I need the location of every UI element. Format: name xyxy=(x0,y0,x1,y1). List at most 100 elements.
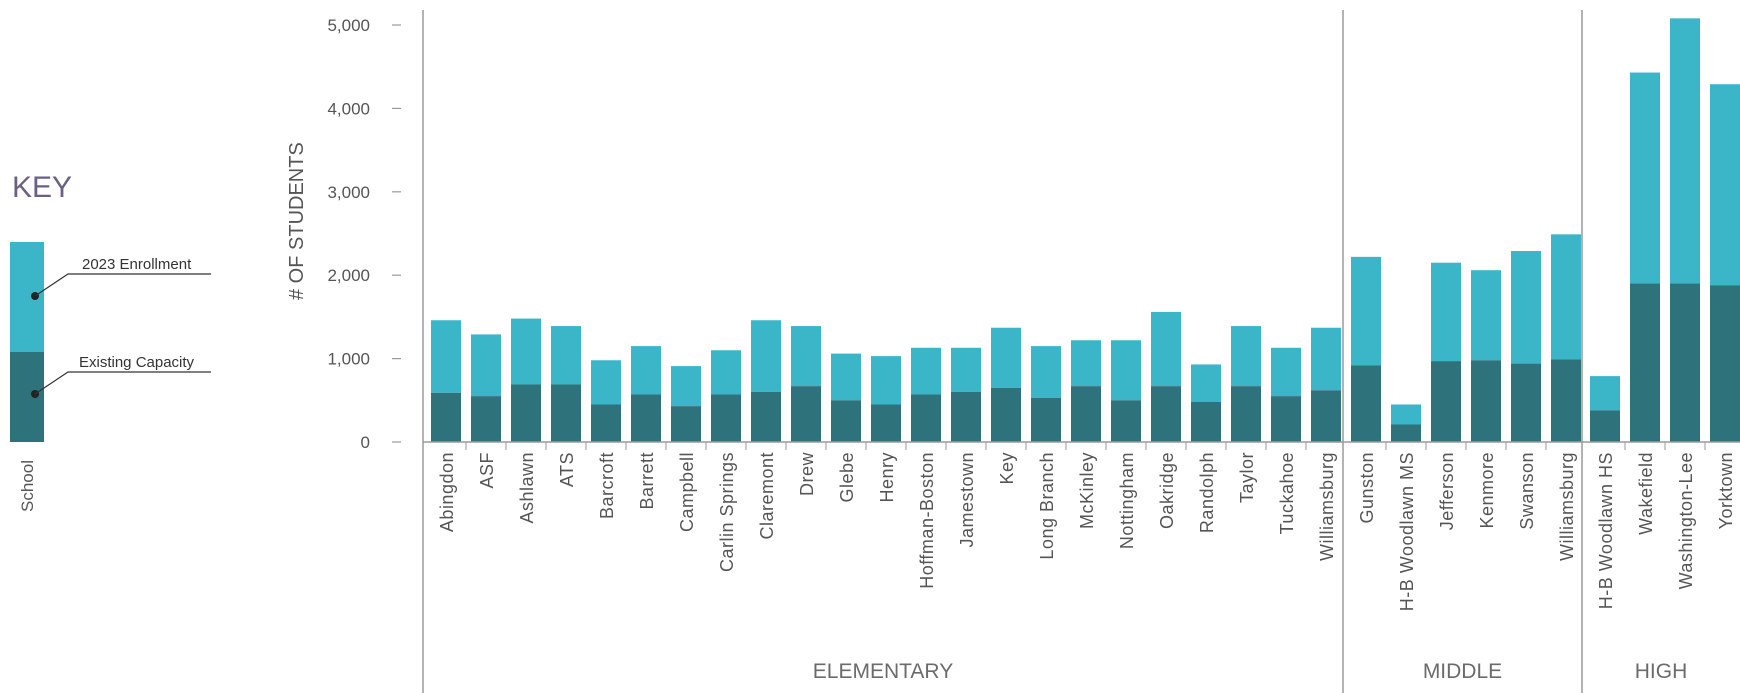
group-label: HIGH xyxy=(1635,660,1688,683)
y-tick-label: 4,000 xyxy=(327,99,370,118)
key-capacity-swatch xyxy=(10,352,44,442)
axis-lines xyxy=(422,10,1740,693)
x-tick-label: Oakridge xyxy=(1157,452,1177,529)
bar-capacity xyxy=(831,400,861,442)
y-tick-label: 2,000 xyxy=(327,266,370,285)
bar-capacity xyxy=(1551,359,1581,442)
x-tick-label: ASF xyxy=(477,452,497,489)
bar-capacity xyxy=(1271,396,1301,442)
key-enrollment-swatch xyxy=(10,242,44,352)
bar-enrollment xyxy=(511,318,541,385)
bar-capacity xyxy=(791,386,821,442)
bar-capacity xyxy=(1111,400,1141,442)
x-tick-label: Randolph xyxy=(1197,452,1217,533)
x-tick-label: Jamestown xyxy=(957,452,977,548)
x-tick-label: Wakefield xyxy=(1636,452,1656,535)
group-labels: ELEMENTARY MIDDLE HIGH xyxy=(813,660,1687,683)
bar-capacity xyxy=(911,394,941,442)
bar-enrollment xyxy=(1071,340,1101,387)
key-capacity-leader xyxy=(34,371,211,395)
x-tick-label: Washington-Lee xyxy=(1676,452,1696,589)
bar-enrollment xyxy=(1031,346,1061,398)
bar-capacity xyxy=(1670,283,1700,442)
key-capacity-label: Existing Capacity xyxy=(79,354,195,371)
bar-capacity xyxy=(1031,397,1061,442)
bar-capacity xyxy=(1471,360,1501,442)
bar-enrollment xyxy=(1311,327,1341,391)
bar-enrollment xyxy=(1151,311,1181,387)
bars-layer xyxy=(431,18,1740,450)
bar-capacity xyxy=(1511,363,1541,442)
bar-enrollment xyxy=(951,347,981,392)
x-tick-label: Yorktown xyxy=(1716,452,1736,529)
bar-enrollment xyxy=(1191,364,1221,402)
x-tick-label: Kenmore xyxy=(1477,452,1497,529)
bar-enrollment xyxy=(431,320,461,393)
bar-enrollment xyxy=(471,334,501,397)
bar-enrollment xyxy=(1511,251,1541,364)
bar-capacity xyxy=(1231,386,1261,442)
key-title: KEY xyxy=(12,171,72,204)
bar-capacity xyxy=(871,404,901,442)
x-tick-label: Henry xyxy=(877,452,897,503)
bar-enrollment xyxy=(751,320,781,392)
y-tick-label: 3,000 xyxy=(327,183,370,202)
bar-enrollment xyxy=(591,360,621,405)
group-label: MIDDLE xyxy=(1423,660,1502,683)
bar-enrollment xyxy=(1630,72,1660,284)
y-tick-label: 5,000 xyxy=(327,16,370,35)
x-tick-label: Abingdon xyxy=(437,452,457,532)
bar-capacity xyxy=(671,406,701,442)
bar-capacity xyxy=(631,394,661,442)
bar-enrollment xyxy=(831,353,861,401)
bar-capacity xyxy=(1391,424,1421,442)
bar-enrollment xyxy=(1431,262,1461,362)
bar-capacity xyxy=(951,391,981,442)
bar-enrollment xyxy=(551,326,581,385)
y-tick-label: 1,000 xyxy=(327,350,370,369)
key-enrollment-label: 2023 Enrollment xyxy=(82,256,192,273)
x-tick-label: Hoffman-Boston xyxy=(917,452,937,589)
key-school-label: School xyxy=(18,460,37,512)
bar-capacity xyxy=(1191,401,1221,442)
x-tick-label: McKinley xyxy=(1077,452,1097,529)
bar-capacity xyxy=(1630,283,1660,442)
bar-enrollment xyxy=(631,346,661,395)
x-tick-label: Carlin Springs xyxy=(717,452,737,572)
y-tick-label: 0 xyxy=(361,433,370,452)
x-tick-label: Key xyxy=(997,452,1017,485)
bar-enrollment xyxy=(991,327,1021,388)
bar-capacity xyxy=(471,396,501,442)
x-tick-label: Glebe xyxy=(837,452,857,503)
x-tick-label: Williamsburg xyxy=(1317,452,1337,561)
x-tick-label: Long Branch xyxy=(1037,452,1057,560)
x-tick-label: Drew xyxy=(797,452,817,497)
bar-capacity xyxy=(591,404,621,442)
bar-capacity xyxy=(1311,390,1341,442)
bar-enrollment xyxy=(711,350,741,395)
category-labels: Abingdon ASF Ashlawn ATS Barcroft Barrett Camp… xyxy=(437,452,1736,612)
bar-enrollment xyxy=(1271,347,1301,397)
bar-enrollment xyxy=(911,347,941,395)
x-tick-label: Gunston xyxy=(1357,452,1377,524)
x-tick-label: Campbell xyxy=(677,452,697,532)
bar-enrollment xyxy=(1351,256,1381,366)
x-tick-label: Swanson xyxy=(1517,452,1537,530)
bar-capacity xyxy=(1151,386,1181,442)
bar-capacity xyxy=(1351,365,1381,442)
bar-capacity xyxy=(1710,285,1740,442)
x-tick-label: Claremont xyxy=(757,452,777,540)
y-axis-title: # OF STUDENTS xyxy=(286,142,308,300)
x-tick-label: Williamsburg xyxy=(1557,452,1577,561)
x-tick-label: ATS xyxy=(557,452,577,487)
bar-enrollment xyxy=(1670,18,1700,284)
key-enrollment-leader xyxy=(34,273,211,297)
bar-capacity xyxy=(431,392,461,442)
bar-enrollment xyxy=(1111,340,1141,401)
bar-enrollment xyxy=(1710,84,1740,286)
bar-enrollment xyxy=(1471,270,1501,361)
group-label: ELEMENTARY xyxy=(813,660,953,683)
bar-capacity xyxy=(551,384,581,442)
x-tick-label: Ashlawn xyxy=(517,452,537,524)
